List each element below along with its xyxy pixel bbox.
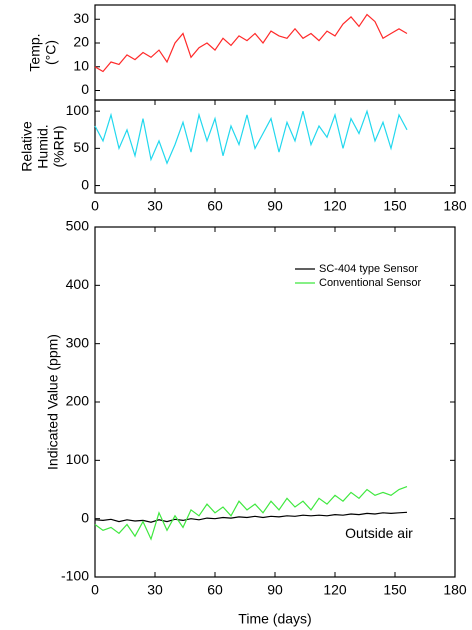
x-tick-label: 90 — [267, 582, 283, 598]
x-tick-label: 180 — [443, 582, 467, 598]
y-tick-label: 200 — [66, 393, 90, 409]
y-tick-label: 0 — [81, 509, 89, 525]
y-tick-label: 50 — [73, 139, 89, 155]
legend-label: Conventional Sensor — [319, 277, 421, 289]
x-tick-label: 0 — [91, 198, 99, 214]
x-tick-label: 150 — [383, 198, 407, 214]
x-tick-label: 90 — [267, 198, 283, 214]
x-axis-label: Time (days) — [238, 611, 311, 627]
data-line — [94, 109, 408, 165]
x-tick-label: 30 — [147, 582, 163, 598]
data-line — [94, 511, 408, 523]
y-axis-label: Relative — [19, 121, 35, 172]
y-tick-label: 400 — [66, 276, 90, 292]
y-axis-label: Humid. — [35, 124, 51, 168]
x-tick-label: 60 — [207, 198, 223, 214]
y-axis-label: Temp. — [27, 33, 43, 71]
x-tick-label: 60 — [207, 582, 223, 598]
legend-label: SC-404 type Sensor — [319, 263, 418, 275]
y-tick-label: 300 — [66, 334, 90, 350]
y-tick-label: 0 — [81, 176, 89, 192]
x-tick-label: 180 — [443, 198, 467, 214]
x-tick-label: 120 — [323, 582, 347, 598]
x-tick-label: 30 — [147, 198, 163, 214]
y-axis-label: (%RH) — [51, 126, 67, 168]
y-tick-label: 0 — [81, 81, 89, 97]
y-tick-label: 500 — [66, 218, 90, 234]
y-axis-label: (°C) — [43, 40, 59, 65]
x-tick-label: 120 — [323, 198, 347, 214]
y-tick-label: 100 — [66, 102, 90, 118]
y-tick-label: 20 — [73, 34, 89, 50]
y-tick-label: -100 — [61, 568, 89, 584]
y-tick-label: 100 — [66, 451, 90, 467]
x-tick-label: 0 — [91, 582, 99, 598]
data-line — [94, 486, 408, 541]
x-tick-label: 150 — [383, 582, 407, 598]
y-tick-label: 30 — [73, 10, 89, 26]
y-axis-label: Indicated Value (ppm) — [45, 334, 61, 470]
data-line — [94, 13, 408, 73]
y-tick-label: 10 — [73, 57, 89, 73]
plot-frame — [94, 4, 456, 101]
annotation: Outside air — [345, 525, 413, 541]
